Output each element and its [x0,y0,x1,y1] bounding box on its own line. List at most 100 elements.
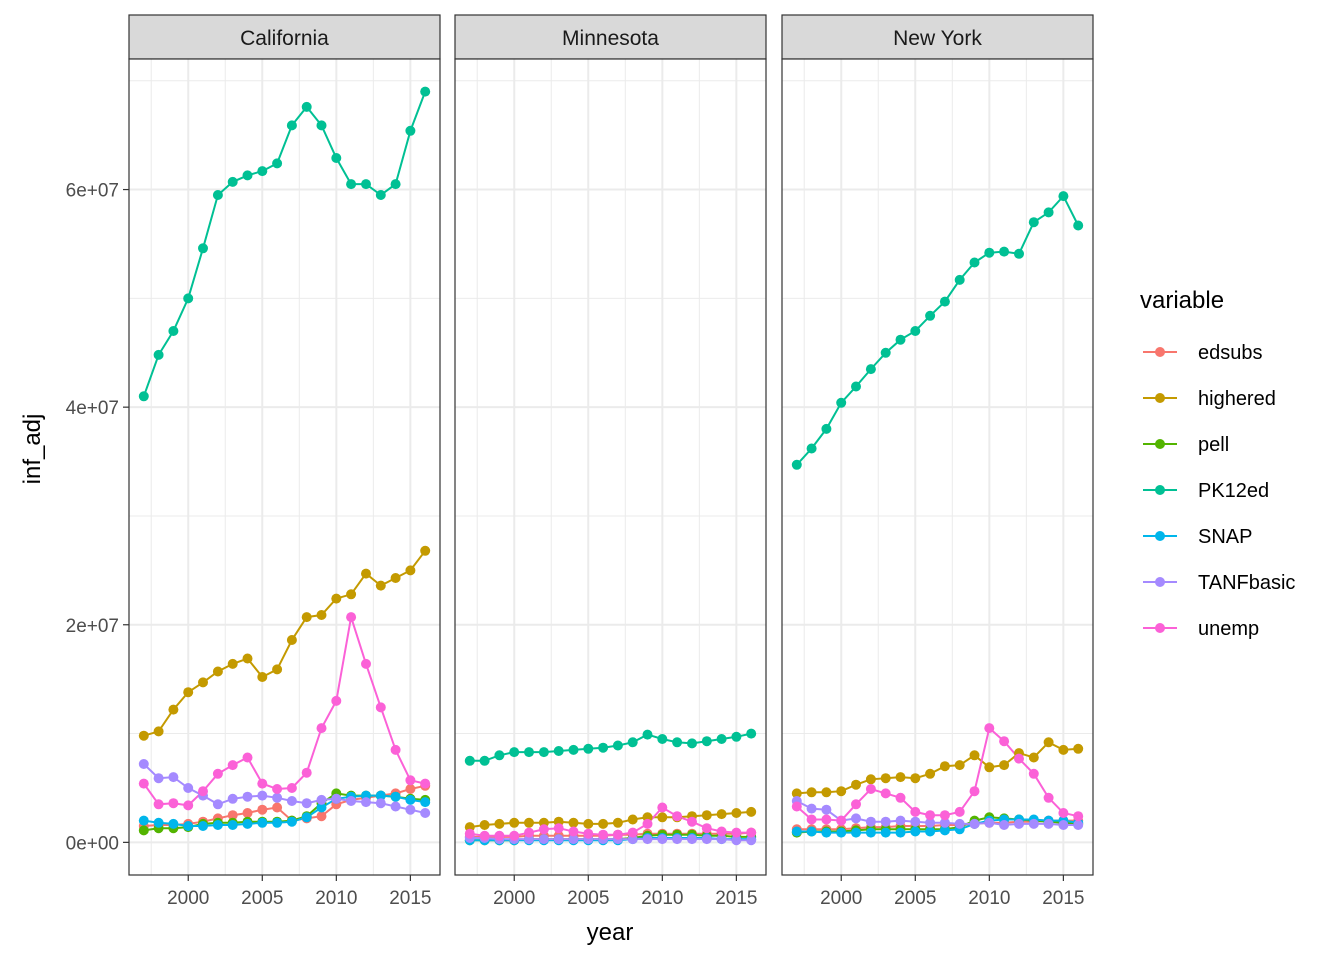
legend-label-PK12ed: PK12ed [1198,480,1269,502]
data-point-edsubs [242,808,253,818]
data-point-PK12ed [212,190,223,200]
data-point-PK12ed [316,120,327,131]
data-point-unemp [701,823,712,834]
data-point-TANFbasic [153,773,164,784]
data-point-unemp [538,824,549,835]
legend-label-unemp: unemp [1198,618,1259,640]
panel-border [781,58,1094,876]
data-point-SNAP [257,817,268,828]
data-point-edsubs [405,784,416,794]
legend-key-point-TANFbasic [1155,577,1165,587]
data-point-PK12ed [1073,220,1084,231]
data-point-SNAP [183,821,194,831]
data-point-unemp [272,784,283,794]
data-point-unemp [1058,808,1069,818]
x-tick-label: 2005 [894,888,936,909]
data-point-highered [821,787,832,798]
data-point-PK12ed [806,443,817,454]
data-point-TANFbasic [375,798,386,809]
data-point-PK12ed [331,153,342,163]
legend: variable edsubs highered pell PK12ed SNAP TAN… [1140,287,1295,640]
data-point-highered [331,593,342,604]
y-tick-label: 2e+07 [66,616,119,637]
data-point-highered [212,666,223,677]
data-point-PK12ed [361,179,371,190]
data-point-PK12ed [1058,191,1069,202]
data-point-TANFbasic [746,835,757,846]
data-point-edsubs [272,802,283,813]
data-point-unemp [716,826,727,837]
data-point-highered [598,818,609,829]
data-point-PK12ed [657,734,668,744]
data-point-PK12ed [612,740,623,751]
data-point-TANFbasic [910,816,921,827]
data-point-PK12ed [598,742,609,753]
x-tick-label: 2010 [641,888,683,909]
data-point-unemp [731,827,742,838]
data-point-PK12ed [791,459,802,470]
data-point-unemp [954,806,965,817]
facet-panel-new-york: New York 2000 2005 2010 2015 [781,14,1094,909]
facet-strip [128,14,441,60]
data-point-pell [138,825,149,836]
data-point-highered [806,787,817,798]
y-tick-label: 6e+07 [66,181,119,202]
data-point-edsubs [257,804,268,815]
data-point-TANFbasic [420,808,431,818]
data-point-TANFbasic [925,817,936,828]
data-point-highered [1073,743,1084,754]
data-point-unemp [464,828,475,839]
data-point-TANFbasic [301,798,312,809]
data-point-SNAP [316,802,327,813]
data-point-TANFbasic [346,796,357,806]
data-point-SNAP [880,827,891,838]
data-point-highered [568,817,579,828]
data-point-highered [731,808,742,818]
data-point-unemp [138,778,149,789]
x-tick-label: 2000 [820,888,862,909]
data-point-highered [361,568,371,579]
data-point-SNAP [925,826,936,837]
data-point-unemp [999,736,1010,747]
x-tick-label: 2015 [1042,888,1084,909]
data-point-SNAP [272,817,283,828]
data-point-PK12ed [568,744,579,755]
data-point-PK12ed [880,347,891,358]
data-point-unemp [598,829,609,840]
data-point-TANFbasic [865,816,876,827]
data-point-PK12ed [286,120,297,131]
data-point-highered [375,580,386,591]
data-point-TANFbasic [806,803,817,814]
data-point-PK12ed [509,747,520,758]
data-point-unemp [1043,792,1054,803]
legend-key-point-pell [1155,439,1165,449]
data-point-PK12ed [198,243,208,254]
data-point-highered [657,812,668,823]
data-point-TANFbasic [1028,818,1039,829]
data-point-PK12ed [910,326,921,336]
data-point-TANFbasic [969,818,980,829]
data-point-PK12ed [375,190,386,200]
facet-strip-label: California [240,27,329,50]
data-point-highered [984,762,995,773]
data-point-TANFbasic [672,834,683,845]
data-point-TANFbasic [168,772,179,783]
data-point-unemp [568,826,579,837]
data-point-unemp [984,723,995,734]
panel-background [129,59,440,875]
facet-panel-minnesota: Minnesota 2000 2005 2010 2015 [454,14,767,909]
facet-panel-california: California 2000 2005 2010 2015 0e+00 2e+07 4e+0… [66,14,441,909]
data-point-unemp [494,830,505,841]
data-point-unemp [806,814,817,825]
data-point-unemp [851,799,861,810]
facet-panels: California 2000 2005 2010 2015 0e+00 2e+07 4e+0… [66,14,1094,909]
data-point-PK12ed [390,179,401,190]
data-point-unemp [405,775,416,786]
data-point-unemp [821,814,832,825]
data-point-SNAP [895,827,906,838]
data-point-unemp [910,806,921,817]
data-point-PK12ed [420,86,431,97]
data-point-highered [494,818,505,829]
x-tick-label: 2010 [968,888,1010,909]
